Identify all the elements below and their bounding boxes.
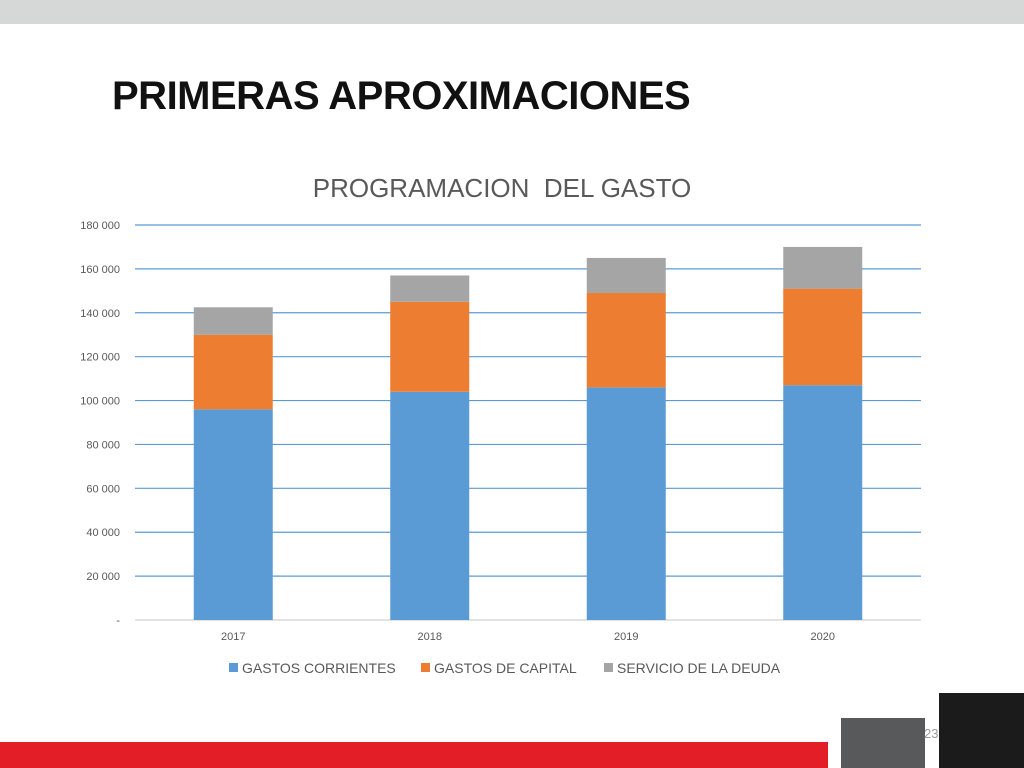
- x-tick-label: 2017: [221, 631, 245, 643]
- bar-2019-series-2: [586, 293, 666, 388]
- legend-swatch: [229, 663, 238, 672]
- bar-2018-series-2: [390, 301, 470, 392]
- x-tick-label: 2019: [614, 631, 638, 643]
- y-tick-label: 20 000: [86, 571, 120, 583]
- footer-red-bar: [0, 742, 828, 768]
- y-tick-label: -: [116, 615, 120, 627]
- y-tick-label: 80 000: [86, 439, 120, 451]
- y-tick-label: 180 000: [80, 220, 120, 232]
- bar-2019-series-3: [586, 257, 666, 294]
- bar-2020-series-1: [783, 385, 863, 620]
- bar-2017-series-1: [193, 409, 273, 620]
- slide-number: 23: [924, 726, 939, 741]
- legend-item: GASTOS CORRIENTES: [229, 660, 396, 676]
- bar-2020-series-2: [783, 288, 863, 386]
- x-axis-tick-labels: 2017 2018 2019 2020: [221, 631, 835, 643]
- legend-swatch: [421, 663, 430, 672]
- legend-swatch: [604, 663, 613, 672]
- slide-title: PRIMERAS APROXIMACIONES: [112, 74, 691, 118]
- legend: GASTOS CORRIENTES GASTOS DE CAPITAL SERVIC…: [229, 660, 781, 676]
- legend-label: GASTOS DE CAPITAL: [434, 660, 577, 676]
- bar-2017-series-2: [193, 334, 273, 410]
- y-tick-label: 120 000: [80, 352, 120, 364]
- bar-2020-series-3: [783, 246, 863, 289]
- bars: [193, 246, 863, 620]
- legend-label: SERVICIO DE LA DEUDA: [617, 660, 781, 676]
- chart-title: PROGRAMACION DEL GASTO: [313, 173, 692, 203]
- x-tick-label: 2018: [418, 631, 442, 643]
- y-tick-label: 100 000: [80, 396, 120, 408]
- legend-label: GASTOS CORRIENTES: [242, 660, 396, 676]
- top-banner: [0, 0, 1024, 24]
- y-tick-label: 40 000: [86, 527, 120, 539]
- bar-2017-series-3: [193, 307, 273, 335]
- footer-gray-block: [841, 718, 925, 768]
- bar-2019-series-1: [586, 387, 666, 620]
- legend-item: GASTOS DE CAPITAL: [421, 660, 577, 676]
- legend-item: SERVICIO DE LA DEUDA: [604, 660, 781, 676]
- bar-2018-series-1: [390, 391, 470, 620]
- y-tick-label: 140 000: [80, 308, 120, 320]
- y-tick-label: 160 000: [80, 264, 120, 276]
- x-tick-label: 2020: [811, 631, 835, 643]
- bar-2018-series-3: [390, 275, 470, 302]
- footer-black-block: [939, 693, 1024, 768]
- y-axis-tick-labels: - 20 000 40 000 60 000 80 000 100 000 120 000 1…: [80, 220, 120, 627]
- y-tick-label: 60 000: [86, 483, 120, 495]
